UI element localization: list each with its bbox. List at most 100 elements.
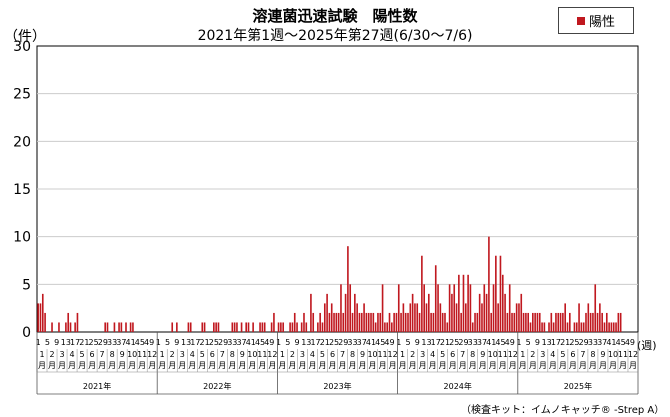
bar (423, 284, 425, 332)
month-label: 2 (410, 350, 415, 359)
week-tick-label: 49 (264, 338, 274, 347)
bar (356, 303, 358, 332)
bar (453, 284, 456, 332)
y-tick-label: 15 (13, 182, 31, 198)
month-suffix: 月 (509, 361, 517, 370)
month-suffix: 月 (589, 361, 597, 370)
month-label: 1 (39, 350, 44, 359)
month-suffix: 月 (38, 361, 46, 370)
bar (471, 322, 474, 332)
bar (379, 312, 382, 332)
week-tick-label: 25 (329, 338, 339, 347)
week-tick-label: 49 (505, 338, 515, 347)
bar (529, 322, 532, 332)
month-suffix: 月 (609, 361, 617, 370)
week-tick-label: 5 (405, 338, 410, 347)
month-label: 11 (377, 350, 387, 359)
week-tick-label: 21 (79, 338, 89, 347)
week-tick-label: 45 (495, 338, 505, 347)
month-suffix: 月 (188, 361, 196, 370)
legend-label: 陽性 (588, 15, 615, 30)
bar (113, 322, 116, 332)
bar (511, 312, 513, 332)
bar (464, 303, 467, 332)
week-tick-label: 29 (458, 338, 468, 347)
legend: 陽性 (558, 7, 634, 34)
bar (347, 246, 349, 332)
week-tick-label: 41 (606, 338, 616, 347)
bar (41, 293, 44, 332)
bar (460, 312, 462, 332)
bar (367, 312, 370, 332)
bar (388, 312, 391, 332)
bar (474, 312, 476, 332)
month-label: 11 (618, 350, 628, 359)
week-tick-label: 25 (89, 338, 99, 347)
bar (506, 312, 509, 332)
y-tick-label: 20 (13, 134, 31, 150)
month-suffix: 月 (369, 361, 377, 370)
bar (495, 255, 497, 332)
month-label: 8 (230, 350, 235, 359)
bar (171, 322, 174, 332)
bar (106, 322, 109, 332)
bar (592, 312, 594, 332)
week-tick-label: 37 (597, 338, 607, 347)
bar (409, 303, 412, 332)
month-label: 10 (127, 350, 137, 359)
bar (534, 312, 536, 332)
bar (585, 312, 587, 332)
bar (434, 265, 437, 332)
week-tick-label: 13 (542, 338, 552, 347)
week-tick-label: 17 (190, 338, 200, 347)
week-tick-label: 37 (357, 338, 367, 347)
month-label: 12 (628, 350, 638, 359)
bar (277, 322, 280, 332)
bar (213, 322, 215, 332)
month-label: 2 (49, 350, 54, 359)
bar (328, 312, 331, 332)
week-tick-label: 25 (209, 338, 219, 347)
bar (330, 303, 333, 332)
legend-swatch (576, 16, 585, 25)
bar (317, 322, 319, 332)
bar (508, 284, 511, 332)
bar (469, 284, 472, 332)
bar (536, 312, 539, 332)
bar (605, 312, 608, 332)
bar (201, 322, 204, 332)
bar (344, 293, 347, 332)
month-suffix: 月 (108, 361, 116, 370)
month-label: 9 (600, 350, 605, 359)
bar (467, 274, 469, 332)
month-suffix: 月 (559, 361, 567, 370)
bar (414, 303, 416, 332)
week-tick-label: 17 (551, 338, 561, 347)
month-suffix: 月 (48, 361, 56, 370)
bar (203, 322, 206, 332)
week-tick-label: 17 (310, 338, 320, 347)
bar (455, 303, 458, 332)
bar (458, 274, 460, 332)
month-label: 4 (550, 350, 555, 359)
bar (566, 322, 569, 332)
bar (319, 312, 321, 332)
month-suffix: 月 (228, 361, 236, 370)
bar (381, 284, 384, 332)
bar (522, 312, 525, 332)
month-label: 5 (440, 350, 445, 359)
month-suffix: 月 (529, 361, 537, 370)
bar (446, 322, 449, 332)
month-label: 8 (590, 350, 595, 359)
month-suffix: 月 (138, 361, 146, 370)
bar (559, 312, 562, 332)
week-tick-label: 21 (320, 338, 330, 347)
month-label: 10 (247, 350, 257, 359)
month-suffix: 月 (569, 361, 577, 370)
month-label: 10 (488, 350, 498, 359)
month-suffix: 月 (118, 361, 126, 370)
month-suffix: 月 (429, 361, 437, 370)
bar (481, 303, 483, 332)
bar (513, 312, 516, 332)
month-label: 1 (160, 350, 165, 359)
